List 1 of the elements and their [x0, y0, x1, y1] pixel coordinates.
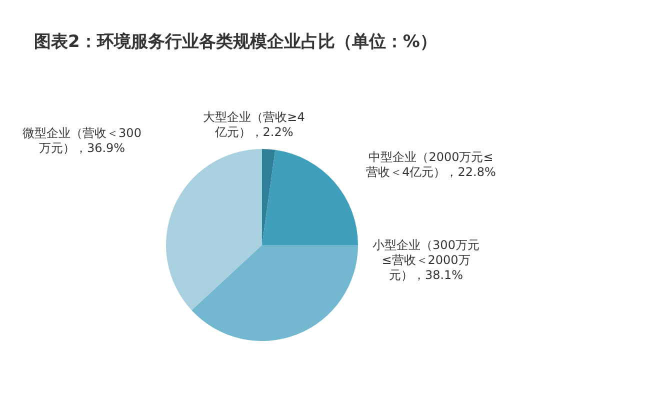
title: 图表2：环境服务行业各类规模企业占比（单位：%）: [34, 31, 437, 53]
